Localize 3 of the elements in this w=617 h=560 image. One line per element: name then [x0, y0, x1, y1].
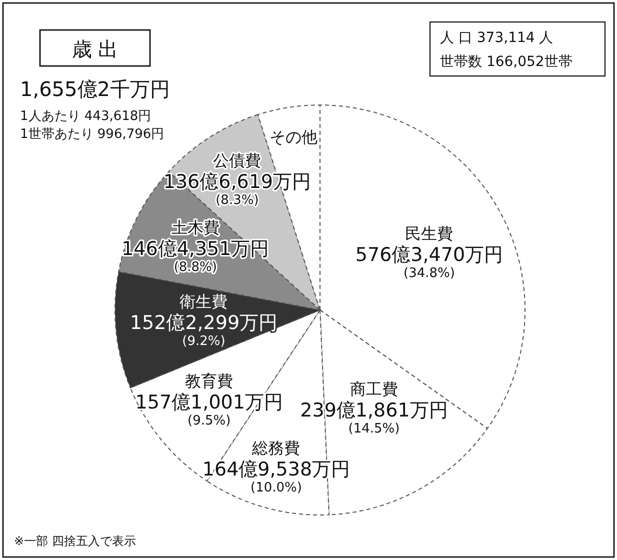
subtitle: 1,655億2千万円 — [20, 77, 170, 101]
note: ※一部 四捨五入で表示 — [14, 534, 136, 548]
title: 歳 出 — [72, 37, 118, 61]
